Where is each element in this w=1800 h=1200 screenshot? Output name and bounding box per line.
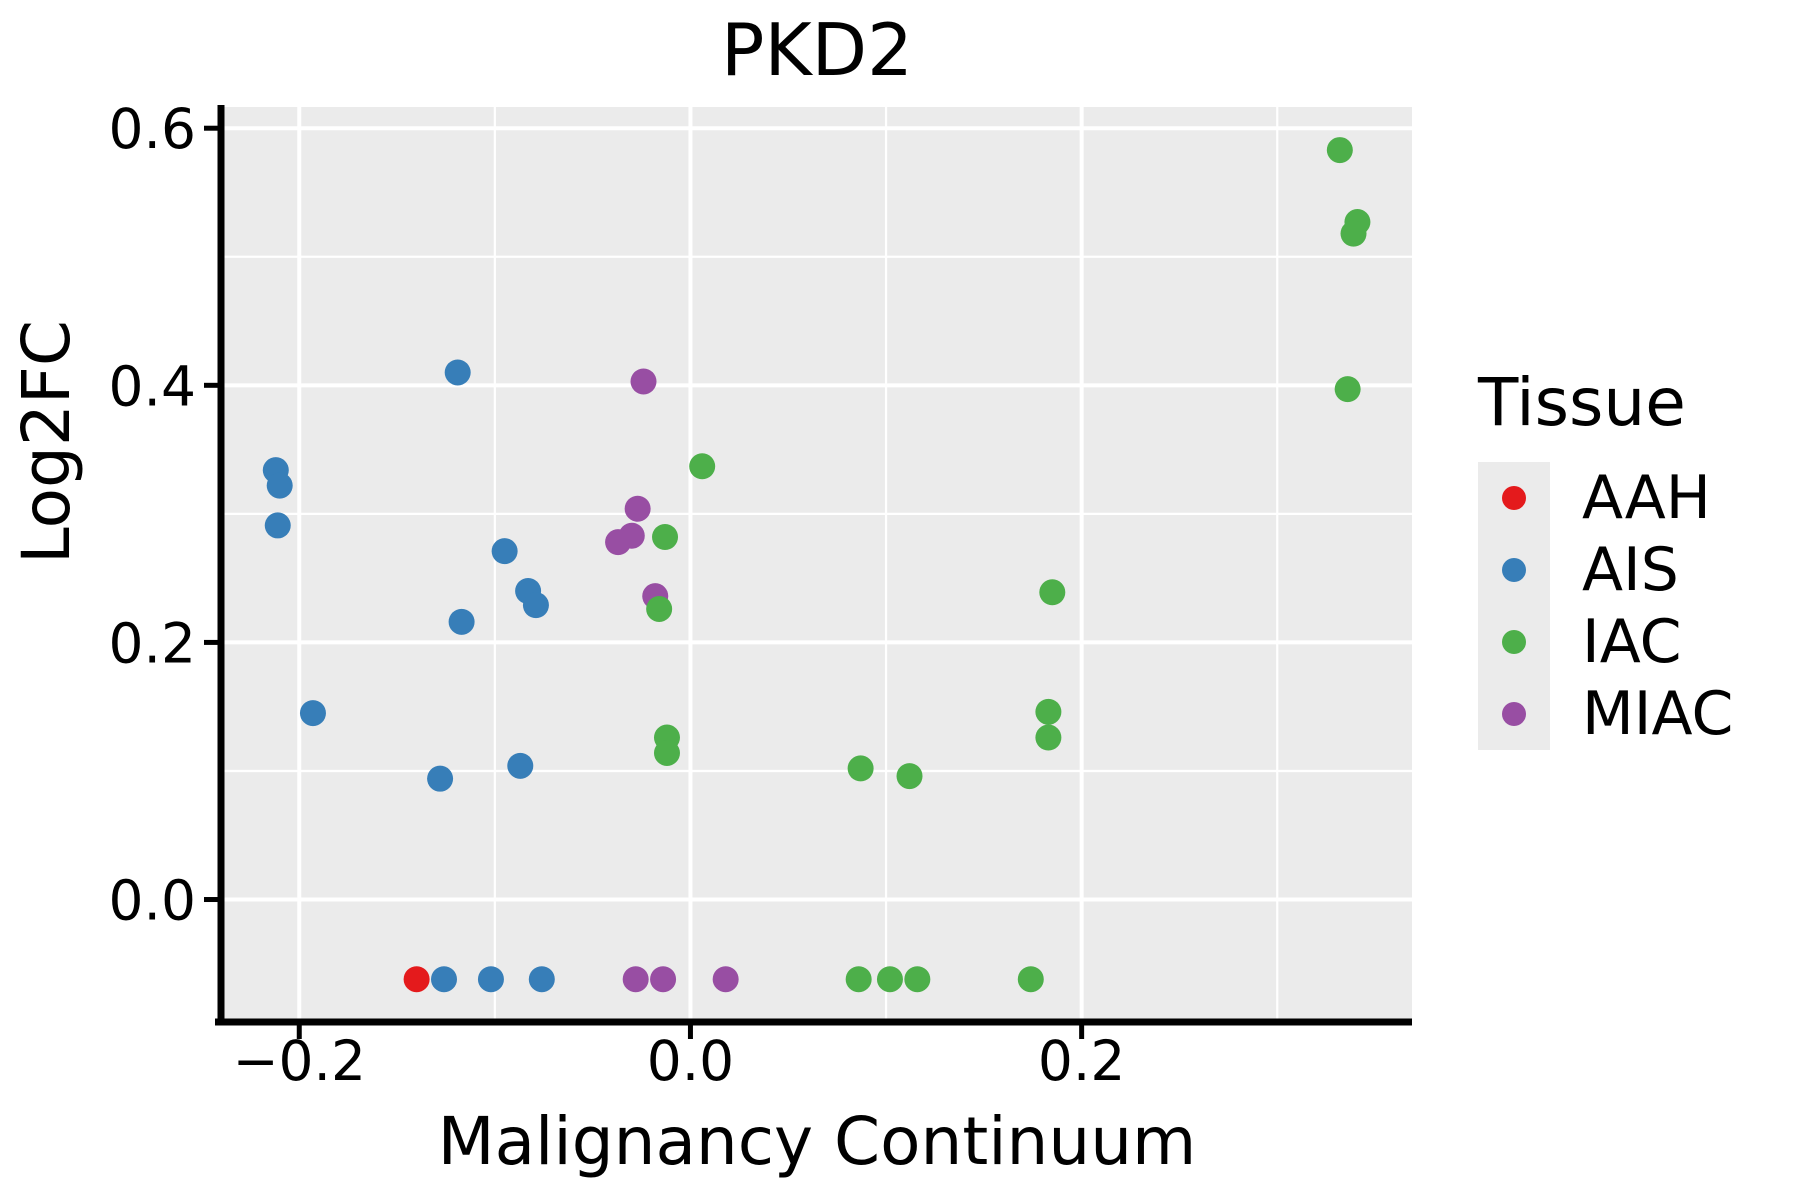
point-IAC <box>876 966 903 993</box>
point-IAC <box>896 763 923 790</box>
plot-title: PKD2 <box>721 8 913 92</box>
legend-key-IAC <box>1478 606 1550 678</box>
point-IAC <box>646 595 673 622</box>
point-AIS <box>431 966 458 993</box>
point-AIS <box>522 592 549 619</box>
legend-label-AAH: AAH <box>1582 463 1711 533</box>
point-AIS <box>264 512 291 539</box>
point-MIAC <box>605 529 632 556</box>
point-IAC <box>1035 724 1062 751</box>
point-AIS <box>528 966 555 993</box>
y-tick-label: 0.0 <box>109 869 196 933</box>
y-tick-label: 0.2 <box>109 611 196 675</box>
point-IAC <box>1039 579 1066 606</box>
legend-label-IAC: IAC <box>1582 607 1682 677</box>
legend-dot-icon <box>1502 486 1526 510</box>
point-MIAC <box>622 966 649 993</box>
point-AIS <box>491 538 518 565</box>
point-IAC <box>689 453 716 480</box>
point-MIAC <box>624 495 651 522</box>
legend-dot-icon <box>1502 702 1526 726</box>
point-AIS <box>448 608 475 635</box>
x-tick-label: 0.0 <box>647 1029 734 1093</box>
legend-item-MIAC: MIAC <box>1478 678 1733 750</box>
x-axis-title: Malignancy Continuum <box>437 1103 1197 1180</box>
point-AIS <box>507 752 534 779</box>
legend-key-MIAC <box>1478 678 1550 750</box>
x-tick-label: −0.2 <box>232 1029 366 1093</box>
legend-key-AIS <box>1478 534 1550 606</box>
legend-label-AIS: AIS <box>1582 535 1679 605</box>
point-AIS <box>427 765 454 792</box>
point-AIS <box>477 966 504 993</box>
legend-item-AAH: AAH <box>1478 462 1733 534</box>
point-MIAC <box>630 368 657 395</box>
plot-panel <box>222 107 1412 1021</box>
point-IAC <box>1326 137 1353 164</box>
point-AAH <box>403 966 430 993</box>
point-AIS <box>299 700 326 727</box>
point-AIS <box>444 359 471 386</box>
point-IAC <box>845 966 872 993</box>
point-IAC <box>1334 376 1361 403</box>
point-IAC <box>847 755 874 782</box>
legend: Tissue AAH AIS IAC MIAC <box>1478 370 1733 750</box>
point-IAC <box>904 966 931 993</box>
point-IAC <box>653 739 680 766</box>
point-IAC <box>1017 966 1044 993</box>
legend-dot-icon <box>1502 630 1526 654</box>
y-tick-label: 0.4 <box>109 354 196 418</box>
y-tick-label: 0.6 <box>109 97 196 161</box>
point-MIAC <box>712 966 739 993</box>
legend-label-MIAC: MIAC <box>1582 679 1734 749</box>
legend-item-IAC: IAC <box>1478 606 1733 678</box>
legend-item-AIS: AIS <box>1478 534 1733 606</box>
point-IAC <box>652 524 679 551</box>
x-tick-label: 0.2 <box>1038 1029 1125 1093</box>
legend-key-AAH <box>1478 462 1550 534</box>
legend-title: Tissue <box>1478 364 1686 441</box>
legend-items: AAH AIS IAC MIAC <box>1478 462 1733 750</box>
point-MIAC <box>650 966 677 993</box>
legend-dot-icon <box>1502 558 1526 582</box>
point-IAC <box>1035 698 1062 725</box>
point-AIS <box>266 472 293 499</box>
point-IAC <box>1340 220 1367 247</box>
